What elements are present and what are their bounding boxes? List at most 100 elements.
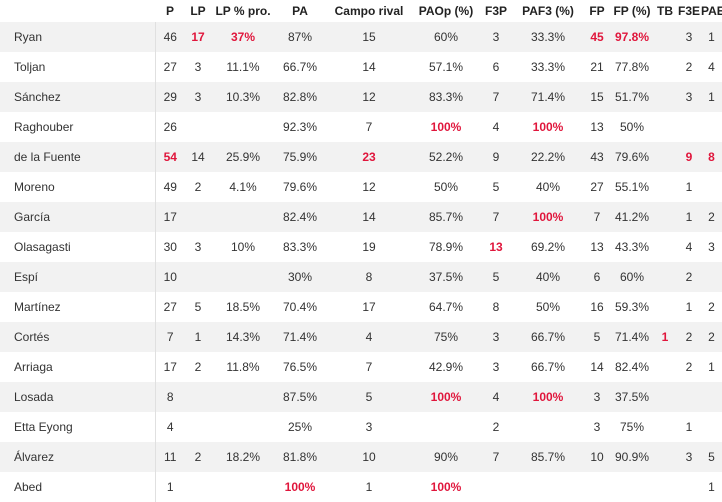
- stat-cell: 55.1%: [611, 172, 653, 202]
- stat-cell: 15: [325, 22, 413, 52]
- stat-cell: [653, 202, 677, 232]
- column-header[interactable]: LP % pro.: [215, 4, 271, 18]
- stat-cell: 10.3%: [211, 82, 275, 112]
- stat-cell: 14: [325, 202, 413, 232]
- player-name: Ryan: [0, 22, 156, 52]
- stat-cell: [653, 142, 677, 172]
- column-header[interactable]: PAE: [701, 4, 722, 18]
- stat-cell: 7: [155, 322, 185, 352]
- stat-cell: 27: [155, 292, 185, 322]
- stat-cell: [211, 472, 275, 502]
- column-header[interactable]: PAOp (%): [418, 4, 474, 18]
- column-header[interactable]: PAF3 (%): [522, 4, 574, 18]
- table-row: Ryan 46 17 37% 87% 15 60% 3 33.3% 45 97.8% 3 1: [0, 22, 722, 52]
- stat-cell: 22.2%: [513, 142, 583, 172]
- stat-cell: 12: [325, 172, 413, 202]
- stat-cell: 15: [583, 82, 611, 112]
- stat-cell: 26: [155, 112, 185, 142]
- stat-cell: 50%: [413, 172, 479, 202]
- stat-cell: 82.4%: [611, 352, 653, 382]
- stat-cell: 5: [325, 382, 413, 412]
- stat-cell: [583, 472, 611, 502]
- stat-cell: 1: [701, 472, 722, 502]
- stat-cell: 5: [479, 262, 513, 292]
- column-header[interactable]: Campo rival: [334, 4, 404, 18]
- stat-cell: 71.4%: [611, 322, 653, 352]
- stat-cell: 100%: [413, 112, 479, 142]
- stat-cell: 30: [155, 232, 185, 262]
- stat-cell: [701, 382, 722, 412]
- stat-cell: 59.3%: [611, 292, 653, 322]
- stat-cell: 50%: [513, 292, 583, 322]
- stat-cell: 8: [155, 382, 185, 412]
- player-name: García: [0, 202, 156, 232]
- stat-cell: 3: [479, 22, 513, 52]
- stat-cell: [653, 412, 677, 442]
- column-header[interactable]: F3E: [677, 4, 700, 18]
- stat-cell: 18.5%: [211, 292, 275, 322]
- stat-cell: 70.4%: [275, 292, 325, 322]
- column-header[interactable]: TB: [657, 4, 673, 18]
- stat-cell: 3: [677, 442, 701, 472]
- table-row: Arriaga 17 2 11.8% 76.5% 7 42.9% 3 66.7% 14 82.4% 2…: [0, 352, 722, 382]
- stat-cell: 5: [701, 442, 722, 472]
- stat-cell: 40%: [513, 262, 583, 292]
- stat-cell: 14.3%: [211, 322, 275, 352]
- stat-cell: 97.8%: [611, 22, 653, 52]
- stat-cell: 78.9%: [413, 232, 479, 262]
- stat-cell: [211, 262, 275, 292]
- stat-cell: 4: [479, 382, 513, 412]
- stat-cell: [513, 472, 583, 502]
- table-row: Toljan 27 3 11.1% 66.7% 14 57.1% 6 33.3% 21 77.8% 2…: [0, 52, 722, 82]
- stat-cell: 60%: [413, 22, 479, 52]
- stat-cell: 18.2%: [211, 442, 275, 472]
- stat-cell: 45: [583, 22, 611, 52]
- stat-cell: 33.3%: [513, 52, 583, 82]
- stat-cell: 2: [479, 412, 513, 442]
- stat-cell: 17: [325, 292, 413, 322]
- stat-cell: [701, 112, 722, 142]
- column-header[interactable]: LP: [190, 4, 206, 18]
- stat-cell: 4: [155, 412, 185, 442]
- stat-cell: 37.5%: [413, 262, 479, 292]
- column-header[interactable]: PA: [292, 4, 308, 18]
- stat-cell: 37.5%: [611, 382, 653, 412]
- column-header[interactable]: FP: [589, 4, 605, 18]
- stat-cell: 69.2%: [513, 232, 583, 262]
- stat-cell: [701, 172, 722, 202]
- stat-cell: 79.6%: [611, 142, 653, 172]
- stat-cell: 11.8%: [211, 352, 275, 382]
- player-name: Álvarez: [0, 442, 156, 472]
- stat-cell: 1: [677, 412, 701, 442]
- stat-cell: 54: [155, 142, 185, 172]
- stat-cell: 4.1%: [211, 172, 275, 202]
- stat-cell: 10%: [211, 232, 275, 262]
- stat-cell: 10: [583, 442, 611, 472]
- stat-cell: 75%: [611, 412, 653, 442]
- stat-cell: [185, 472, 211, 502]
- column-header[interactable]: P: [165, 4, 174, 18]
- stat-cell: 30%: [275, 262, 325, 292]
- stat-cell: 7: [325, 112, 413, 142]
- stat-cell: 11: [155, 442, 185, 472]
- stat-cell: [653, 22, 677, 52]
- stat-cell: 46: [155, 22, 185, 52]
- stat-cell: [211, 202, 275, 232]
- stat-cell: 75.9%: [275, 142, 325, 172]
- stat-cell: 5: [583, 322, 611, 352]
- player-name: Arriaga: [0, 352, 156, 382]
- stat-cell: 25.9%: [211, 142, 275, 172]
- stat-cell: 8: [701, 142, 722, 172]
- table-row: Olasagasti 30 3 10% 83.3% 19 78.9% 13 69.2% 13 43.…: [0, 232, 722, 262]
- table-row: Espí 10 30% 8 37.5% 5 40% 6 60% 2: [0, 262, 722, 292]
- table-row: Moreno 49 2 4.1% 79.6% 12 50% 5 40% 27 55.1% 1: [0, 172, 722, 202]
- stat-cell: 85.7%: [413, 202, 479, 232]
- stat-cell: 27: [583, 172, 611, 202]
- stat-cell: 1: [155, 472, 185, 502]
- stat-cell: 2: [677, 352, 701, 382]
- stat-cell: 33.3%: [513, 22, 583, 52]
- column-header[interactable]: FP (%): [613, 4, 651, 18]
- stat-cell: 82.8%: [275, 82, 325, 112]
- column-header[interactable]: F3P: [484, 4, 507, 18]
- stat-cell: 51.7%: [611, 82, 653, 112]
